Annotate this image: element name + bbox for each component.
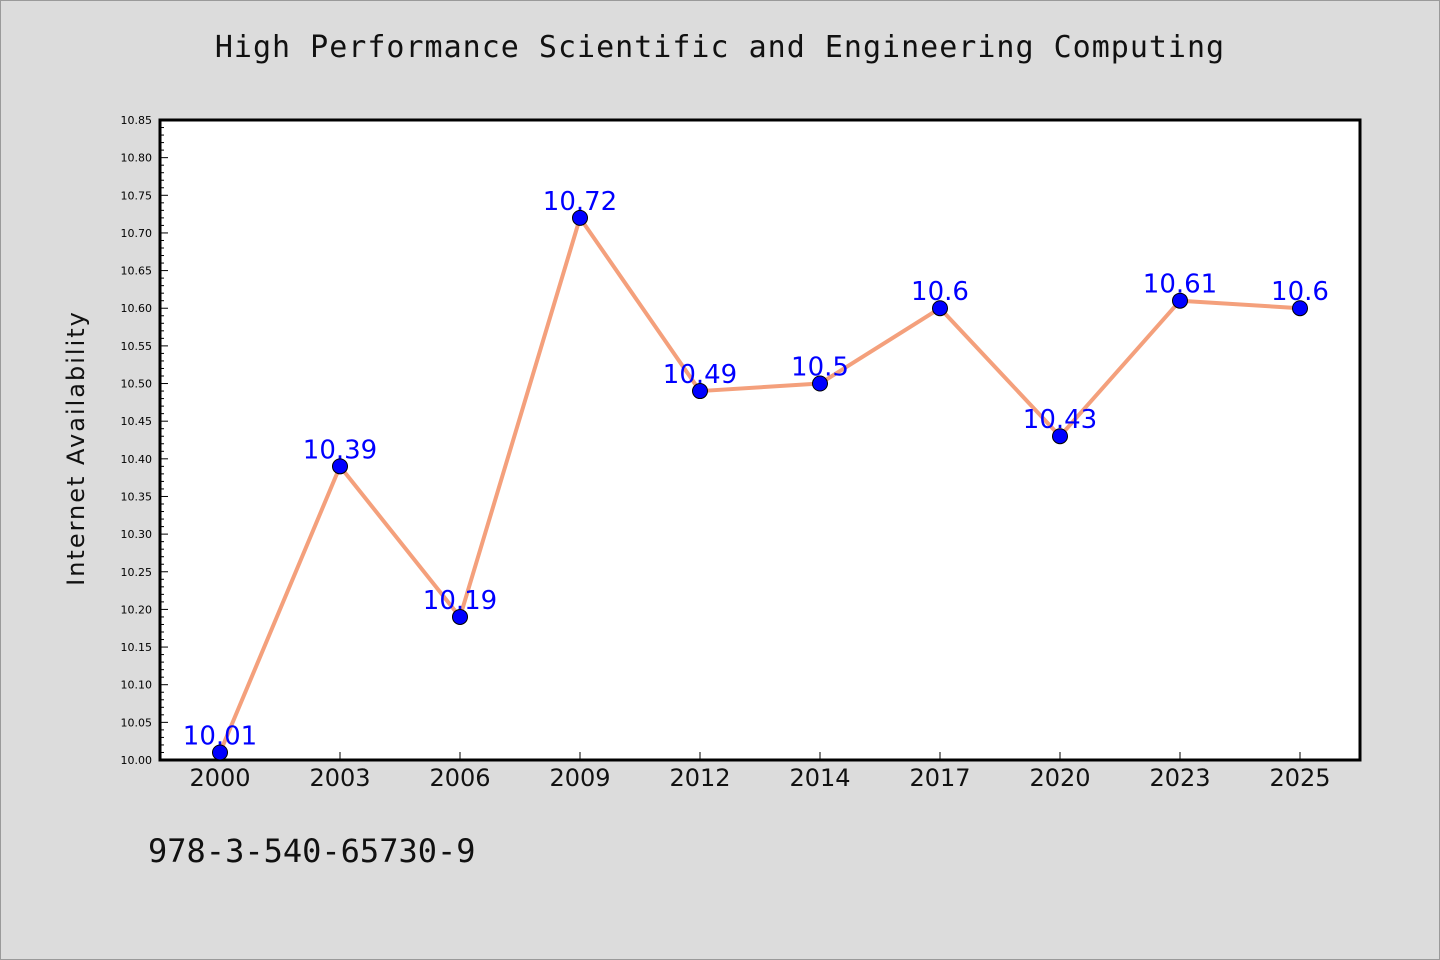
y-tick-label: 10.25: [121, 566, 153, 579]
data-label: 10.6: [1271, 277, 1329, 307]
x-tick-label: 2025: [1269, 764, 1330, 792]
x-tick-label: 2009: [549, 764, 610, 792]
data-label: 10.61: [1143, 270, 1217, 300]
x-tick-label: 2014: [789, 764, 850, 792]
data-label: 10.01: [183, 721, 257, 751]
y-tick-label: 10.85: [121, 114, 153, 127]
y-tick-label: 10.60: [121, 302, 153, 315]
plot-area: [158, 118, 1362, 762]
y-tick-label: 10.35: [121, 490, 153, 503]
series-line: [218, 215, 1302, 755]
y-tick-label: 10.75: [121, 189, 153, 202]
data-point: [212, 744, 228, 761]
x-tick-label: 2003: [309, 764, 370, 792]
data-point: [932, 300, 948, 317]
y-tick-label: 10.50: [121, 378, 153, 391]
data-label: 10.43: [1023, 405, 1097, 435]
data-point: [452, 608, 468, 625]
x-tick-label: 2017: [909, 764, 970, 792]
y-tick-label: 10.05: [121, 716, 153, 729]
y-tick-label: 10.65: [121, 265, 153, 278]
data-point: [1172, 292, 1188, 309]
data-label: 10.5: [791, 353, 849, 383]
data-label: 10.49: [663, 360, 737, 390]
x-tick-label: 2000: [189, 764, 250, 792]
footer-code: 978-3-540-65730-9: [148, 832, 476, 870]
data-point: [812, 375, 828, 392]
x-tick-label: 2012: [669, 764, 730, 792]
y-tick-label: 10.45: [121, 415, 153, 428]
data-label: 10.19: [423, 586, 497, 616]
data-point: [332, 458, 348, 475]
data-label: 10.72: [543, 187, 617, 217]
y-tick-label: 10.10: [121, 679, 153, 692]
data-point: [572, 209, 588, 226]
y-tick-label: 10.80: [121, 152, 153, 165]
y-tick-label: 10.55: [121, 340, 153, 353]
y-tick-label: 10.20: [121, 603, 153, 616]
chart-title: High Performance Scientific and Engineer…: [214, 30, 1226, 65]
y-tick-label: 10.40: [121, 453, 153, 466]
x-tick-label: 2006: [429, 764, 490, 792]
data-label: 10.39: [303, 435, 377, 465]
x-tick-label: 2020: [1029, 764, 1090, 792]
data-point: [1052, 428, 1068, 445]
y-tick-label: 10.00: [121, 754, 153, 767]
data-point: [1292, 300, 1308, 317]
y-tick-label: 10.70: [121, 227, 153, 240]
data-point: [692, 383, 708, 400]
x-tick-label: 2023: [1149, 764, 1210, 792]
data-label: 10.6: [911, 277, 969, 307]
y-tick-label: 10.15: [121, 641, 153, 654]
y-tick-label: 10.30: [121, 528, 153, 541]
